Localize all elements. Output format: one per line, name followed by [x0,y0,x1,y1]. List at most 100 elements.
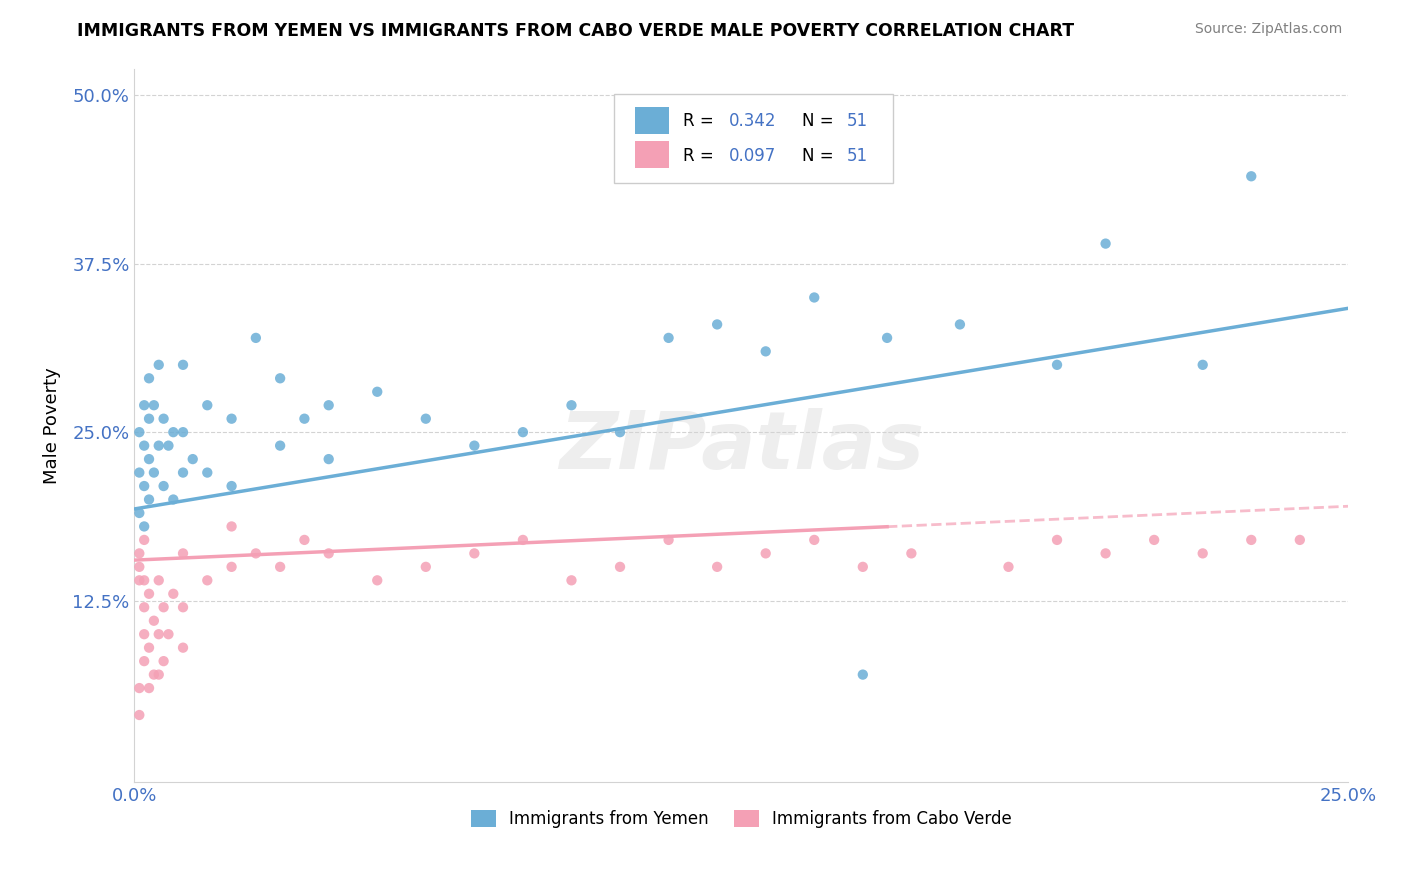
Text: R =: R = [683,112,718,129]
Point [134,654,156,668]
Point [876,331,898,345]
Point [128,546,150,560]
Text: R =: R = [683,146,718,165]
Point [755,344,778,359]
Point [172,358,194,372]
Point [152,600,174,615]
Point [134,627,156,641]
Point [138,587,160,601]
Bar [634,107,669,134]
Point [221,479,243,493]
Point [138,371,160,385]
Point [148,627,170,641]
Point [463,546,485,560]
Point [366,574,388,588]
Point [706,559,728,574]
Point [148,439,170,453]
Point [195,398,218,412]
Point [318,452,340,467]
Point [1094,546,1116,560]
Point [1288,533,1310,547]
Point [148,667,170,681]
Point [1143,533,1166,547]
Point [366,384,388,399]
Point [162,425,184,439]
Point [181,452,204,467]
Point [138,452,160,467]
Point [142,614,165,628]
Point [852,667,875,681]
Point [128,559,150,574]
Point [128,708,150,723]
Point [1191,546,1213,560]
Point [148,574,170,588]
Point [294,411,316,425]
Point [142,667,165,681]
Point [949,318,972,332]
Point [560,574,582,588]
Text: 51: 51 [846,112,868,129]
Point [1046,358,1069,372]
Point [463,439,485,453]
Point [900,546,922,560]
Point [128,506,150,520]
Point [245,331,267,345]
Point [134,439,156,453]
Point [162,587,184,601]
Y-axis label: Male Poverty: Male Poverty [44,368,60,483]
Point [138,492,160,507]
Text: ZIPatlas: ZIPatlas [560,408,924,486]
Point [1046,533,1069,547]
Point [512,425,534,439]
Text: IMMIGRANTS FROM YEMEN VS IMMIGRANTS FROM CABO VERDE MALE POVERTY CORRELATION CHA: IMMIGRANTS FROM YEMEN VS IMMIGRANTS FROM… [77,22,1074,40]
Point [134,519,156,533]
Point [512,533,534,547]
Point [803,533,825,547]
Point [221,519,243,533]
Point [148,358,170,372]
Point [658,533,681,547]
Point [134,398,156,412]
Point [997,559,1019,574]
Text: N =: N = [801,112,839,129]
Text: 51: 51 [846,146,868,165]
Point [128,425,150,439]
Point [172,600,194,615]
Point [245,546,267,560]
Point [269,559,291,574]
Point [172,640,194,655]
Point [269,371,291,385]
Point [609,425,631,439]
Point [195,574,218,588]
Point [294,533,316,547]
Bar [634,141,669,169]
Point [128,466,150,480]
Point [172,425,194,439]
FancyBboxPatch shape [614,94,893,183]
Point [609,559,631,574]
Point [415,411,437,425]
Point [658,331,681,345]
Point [269,439,291,453]
Point [142,466,165,480]
Point [157,627,180,641]
Point [134,574,156,588]
Point [162,492,184,507]
Point [172,466,194,480]
Point [138,411,160,425]
Point [152,411,174,425]
Point [1240,169,1263,184]
Point [415,559,437,574]
Point [852,559,875,574]
Point [560,398,582,412]
Legend: Immigrants from Yemen, Immigrants from Cabo Verde: Immigrants from Yemen, Immigrants from C… [464,803,1018,835]
Point [128,681,150,695]
Point [134,533,156,547]
Point [195,466,218,480]
Text: N =: N = [801,146,839,165]
Point [221,411,243,425]
Point [221,559,243,574]
Point [134,479,156,493]
Point [318,546,340,560]
Point [152,479,174,493]
